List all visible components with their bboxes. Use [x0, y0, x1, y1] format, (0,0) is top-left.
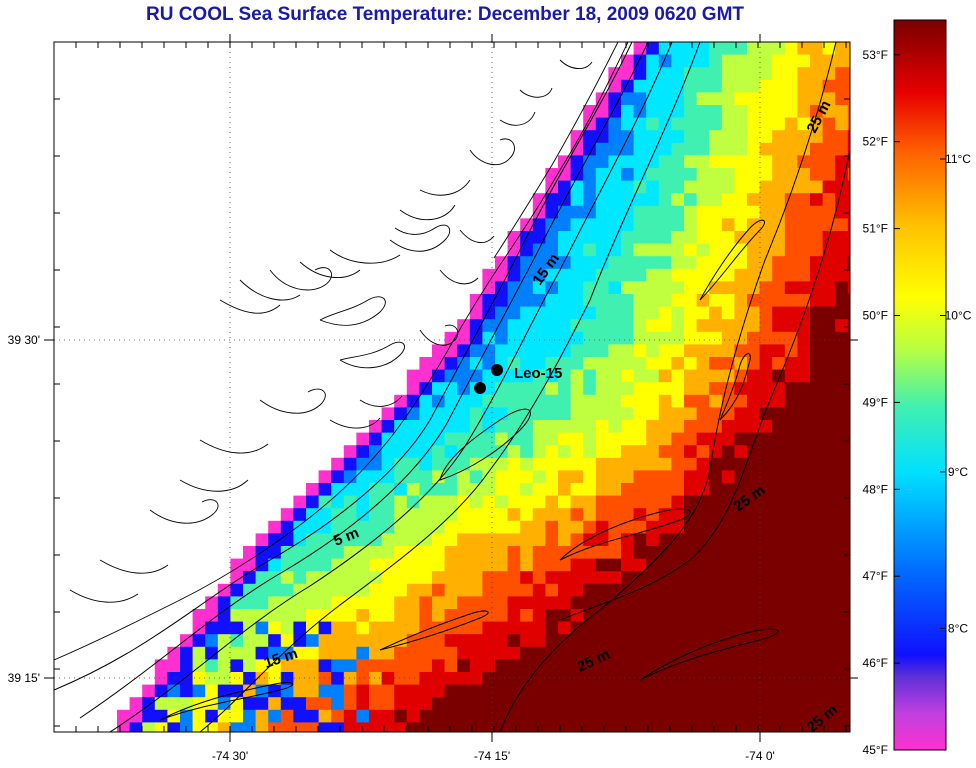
colorbar-c-label: 10°C: [945, 309, 972, 323]
colorbar-c-label: 11°C: [945, 152, 971, 166]
lat-label: 39 15': [8, 671, 40, 685]
lon-label: -74 15': [474, 749, 510, 763]
coastline: [54, 42, 629, 661]
colorbar-c-label: 9°C: [948, 465, 968, 479]
colorbar-f-label: 47°F: [863, 569, 888, 583]
colorbar-f-label: 48°F: [863, 482, 888, 496]
map-title: RU COOL Sea Surface Temperature: Decembe…: [145, 4, 745, 25]
lat-label: 39 30': [8, 333, 40, 347]
station-marker: [474, 382, 486, 394]
graticule: [54, 42, 850, 732]
colorbar: 53°F 52°F 51°F 50°F 49°F 48°F 47°F 46°F 45°F 11°…: [863, 19, 972, 757]
lon-label: -74 30': [212, 749, 248, 763]
colorbar-f-label: 46°F: [863, 656, 888, 670]
colorbar-f-label: 53°F: [863, 48, 888, 62]
sst-field: [117, 42, 850, 732]
station-label: Leo-15: [514, 365, 562, 382]
station-marker: [491, 364, 503, 376]
colorbar-f-label: 51°F: [863, 222, 888, 236]
map-axes: [44, 34, 858, 742]
colorbar-f-label: 45°F: [863, 743, 888, 757]
colorbar-c-label: 8°C: [948, 621, 968, 635]
colorbar-gradient: [893, 19, 947, 751]
bathymetry-contours: [54, 42, 850, 732]
colorbar-f-label: 52°F: [863, 135, 888, 149]
lon-label: -74 0': [745, 749, 775, 763]
colorbar-f-label: 50°F: [863, 309, 888, 323]
colorbar-f-label: 49°F: [863, 395, 888, 409]
